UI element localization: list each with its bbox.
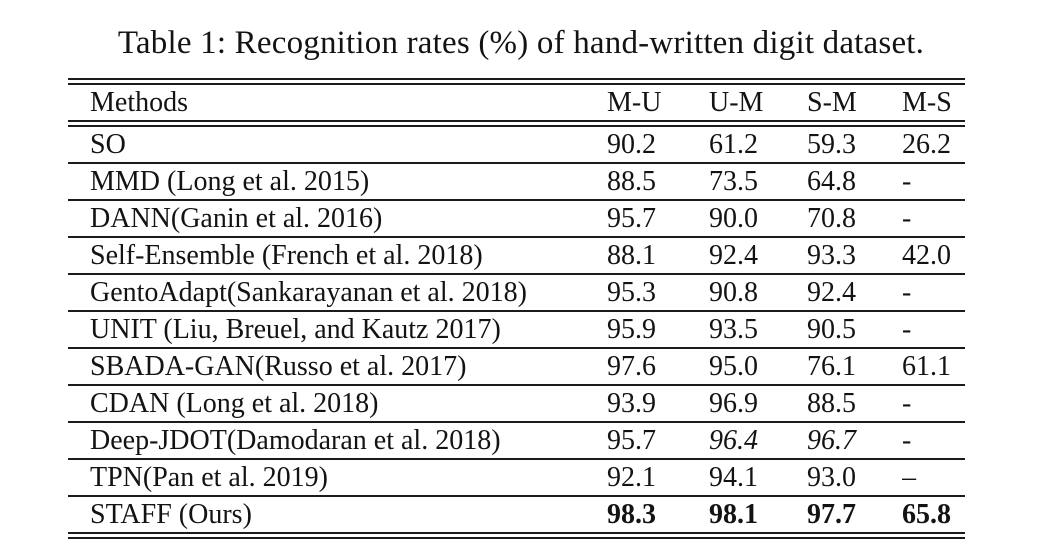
value-cell: 73.5 bbox=[709, 166, 758, 197]
method-cell: CDAN (Long et al. 2018) bbox=[90, 388, 379, 419]
value-cell: 42.0 bbox=[902, 240, 951, 271]
value-cell: - bbox=[902, 314, 912, 345]
value-cell: 96.4 bbox=[709, 425, 758, 456]
value-cell: 26.2 bbox=[902, 129, 951, 160]
header-cell-u-m: U-M bbox=[709, 87, 764, 118]
table-row-gentoadapt: GentoAdapt(Sankarayanan et al. 2018) 95.… bbox=[68, 274, 965, 311]
table-header-row: Methods M-U U-M S-M M-S bbox=[68, 81, 965, 124]
header-cell-m-u: M-U bbox=[607, 87, 662, 118]
table-row-cdan: CDAN (Long et al. 2018) 93.9 96.9 88.5 - bbox=[68, 385, 965, 422]
value-cell: 90.5 bbox=[807, 314, 856, 345]
method-cell: Self-Ensemble (French et al. 2018) bbox=[90, 240, 483, 271]
table-row-unit: UNIT (Liu, Breuel, and Kautz 2017) 95.9 … bbox=[68, 311, 965, 348]
value-cell: 98.3 bbox=[607, 499, 656, 530]
value-cell: - bbox=[902, 203, 912, 234]
table-row-tpn: TPN(Pan et al. 2019) 92.1 94.1 93.0 – bbox=[68, 459, 965, 496]
table-row-staff-ours: STAFF (Ours) 98.3 98.1 97.7 65.8 bbox=[68, 496, 965, 536]
value-cell: 92.4 bbox=[807, 277, 856, 308]
value-cell: 90.2 bbox=[607, 129, 656, 160]
value-cell: 97.7 bbox=[807, 499, 856, 530]
method-cell: MMD (Long et al. 2015) bbox=[90, 166, 370, 197]
value-cell: - bbox=[902, 388, 912, 419]
table-row-deep-jdot: Deep-JDOT(Damodaran et al. 2018) 95.7 96… bbox=[68, 422, 965, 459]
header-cell-m-s: M-S bbox=[902, 87, 952, 118]
value-cell: 76.1 bbox=[807, 351, 856, 382]
value-cell: 95.3 bbox=[607, 277, 656, 308]
method-cell: SBADA-GAN(Russo et al. 2017) bbox=[90, 351, 467, 382]
value-cell: 88.5 bbox=[807, 388, 856, 419]
value-cell: 64.8 bbox=[807, 166, 856, 197]
value-cell: 92.4 bbox=[709, 240, 758, 271]
value-cell: 59.3 bbox=[807, 129, 856, 160]
table-row-dann: DANN(Ganin et al. 2016) 95.7 90.0 70.8 - bbox=[68, 200, 965, 237]
method-cell: GentoAdapt(Sankarayanan et al. 2018) bbox=[90, 277, 527, 308]
method-cell: UNIT (Liu, Breuel, and Kautz 2017) bbox=[90, 314, 501, 345]
method-cell: Deep-JDOT(Damodaran et al. 2018) bbox=[90, 425, 501, 456]
method-cell: STAFF (Ours) bbox=[90, 499, 252, 530]
value-cell: 93.0 bbox=[807, 462, 856, 493]
value-cell: 70.8 bbox=[807, 203, 856, 234]
value-cell: 94.1 bbox=[709, 462, 758, 493]
value-cell: - bbox=[902, 277, 912, 308]
value-cell: 98.1 bbox=[709, 499, 758, 530]
value-cell: 93.9 bbox=[607, 388, 656, 419]
method-cell: DANN(Ganin et al. 2016) bbox=[90, 203, 383, 234]
table-row-sbada-gan: SBADA-GAN(Russo et al. 2017) 97.6 95.0 7… bbox=[68, 348, 965, 385]
table-row-self-ensemble: Self-Ensemble (French et al. 2018) 88.1 … bbox=[68, 237, 965, 274]
value-cell: 61.1 bbox=[902, 351, 951, 382]
value-cell: 93.3 bbox=[807, 240, 856, 271]
value-cell: 97.6 bbox=[607, 351, 656, 382]
value-cell: 88.1 bbox=[607, 240, 656, 271]
value-cell: 92.1 bbox=[607, 462, 656, 493]
results-table: Methods M-U U-M S-M M-S SO 90.2 61.2 59.… bbox=[68, 78, 965, 539]
table-row-mmd: MMD (Long et al. 2015) 88.5 73.5 64.8 - bbox=[68, 163, 965, 200]
value-cell: – bbox=[902, 462, 916, 493]
value-cell: 95.9 bbox=[607, 314, 656, 345]
value-cell: - bbox=[902, 425, 912, 456]
value-cell: 96.7 bbox=[807, 425, 856, 456]
value-cell: - bbox=[902, 166, 912, 197]
value-cell: 93.5 bbox=[709, 314, 758, 345]
header-cell-methods: Methods bbox=[90, 87, 188, 118]
value-cell: 90.8 bbox=[709, 277, 758, 308]
method-cell: TPN(Pan et al. 2019) bbox=[90, 462, 328, 493]
value-cell: 95.7 bbox=[607, 425, 656, 456]
value-cell: 65.8 bbox=[902, 499, 951, 530]
table-row-so: SO 90.2 61.2 59.3 26.2 bbox=[68, 124, 965, 163]
header-cell-s-m: S-M bbox=[807, 87, 857, 118]
value-cell: 95.0 bbox=[709, 351, 758, 382]
value-cell: 95.7 bbox=[607, 203, 656, 234]
method-cell: SO bbox=[90, 129, 126, 160]
table-caption: Table 1: Recognition rates (%) of hand-w… bbox=[117, 25, 925, 61]
value-cell: 88.5 bbox=[607, 166, 656, 197]
value-cell: 90.0 bbox=[709, 203, 758, 234]
value-cell: 61.2 bbox=[709, 129, 758, 160]
value-cell: 96.9 bbox=[709, 388, 758, 419]
